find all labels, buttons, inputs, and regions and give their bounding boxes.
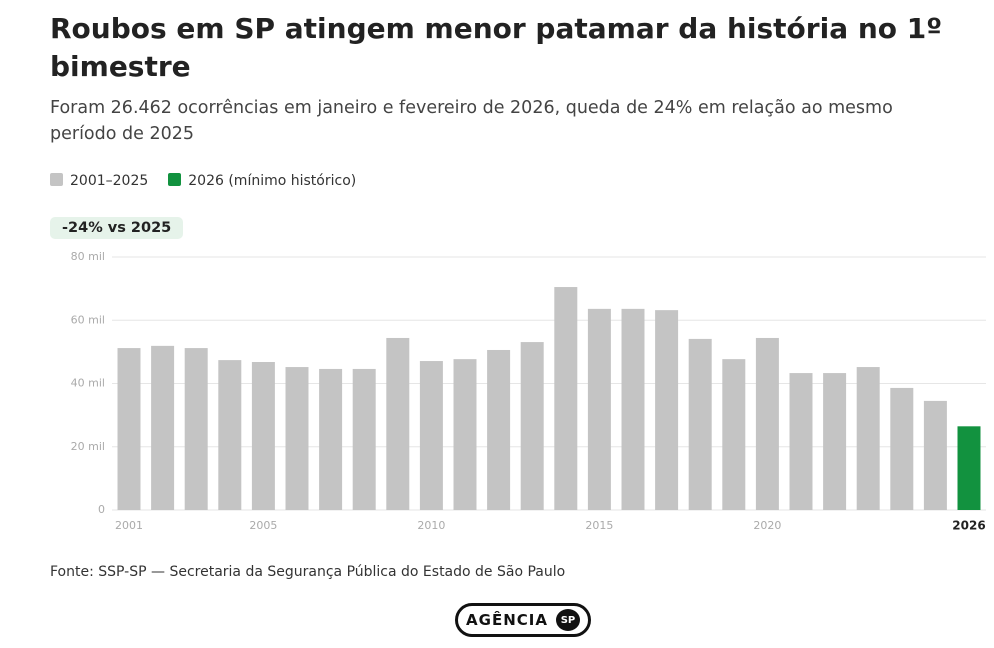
x-tick-label: 2026 xyxy=(952,519,985,533)
bar xyxy=(789,373,813,510)
bar xyxy=(386,337,410,510)
legend-item: 2001–2025 xyxy=(50,173,148,189)
y-tick-label: 20 mil xyxy=(71,440,105,453)
bar xyxy=(520,342,544,510)
bar xyxy=(453,359,477,510)
bar xyxy=(823,373,847,510)
bar xyxy=(554,287,578,510)
logo-text: AGÊNCIA xyxy=(466,611,548,629)
legend-item: 2026 (mínimo histórico) xyxy=(168,173,356,189)
legend: 2001–2025 2026 (mínimo histórico) xyxy=(50,173,356,189)
bar xyxy=(923,400,947,510)
legend-swatch xyxy=(168,173,182,186)
bar xyxy=(285,367,309,510)
source: Fonte: SSP-SP — Secretaria da Segurança … xyxy=(50,564,566,580)
bar xyxy=(151,345,175,510)
logo: AGÊNCIA SP xyxy=(455,603,591,637)
legend-swatch xyxy=(50,173,63,186)
bar xyxy=(117,348,141,510)
bar xyxy=(352,368,376,510)
bar xyxy=(688,338,712,510)
legend-label: 2001–2025 xyxy=(70,173,149,189)
bar xyxy=(319,368,343,510)
bar xyxy=(655,310,679,510)
bar xyxy=(419,361,443,510)
bar xyxy=(957,426,981,510)
x-tick-label: 2015 xyxy=(585,519,613,532)
logo-badge: SP xyxy=(555,609,580,631)
chart-subtitle: Foram 26.462 ocorrências em janeiro e fe… xyxy=(50,98,893,144)
legend-label: 2026 (mínimo histórico) xyxy=(188,173,357,189)
bar xyxy=(184,348,208,510)
bar xyxy=(890,387,914,510)
x-tick-label: 2001 xyxy=(115,519,143,532)
chart-title: Roubos em SP atingem menor patamar da hi… xyxy=(50,12,943,83)
bar xyxy=(487,349,511,510)
bar xyxy=(755,337,779,510)
y-tick-label: 40 mil xyxy=(71,377,105,390)
bar xyxy=(722,359,746,510)
bar xyxy=(587,308,611,510)
annotation: -24% vs 2025 xyxy=(50,217,184,239)
bar xyxy=(218,360,242,510)
x-tick-label: 2020 xyxy=(753,519,781,532)
y-tick-label: 0 xyxy=(98,503,105,516)
y-tick-label: 80 mil xyxy=(71,250,105,263)
y-tick-label: 60 mil xyxy=(71,313,105,326)
bar xyxy=(621,308,645,510)
bar xyxy=(856,367,880,510)
x-tick-label: 2005 xyxy=(249,519,277,532)
bar xyxy=(251,361,275,510)
x-tick-label: 2010 xyxy=(417,519,445,532)
